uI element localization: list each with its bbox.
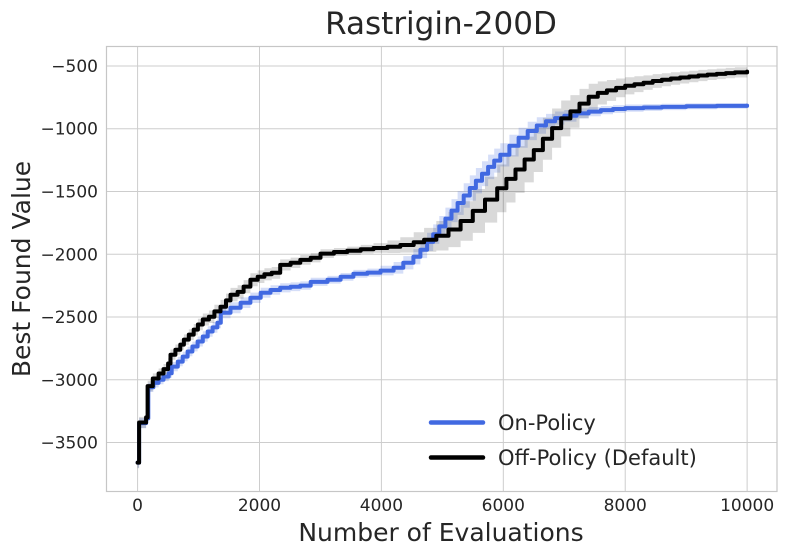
y-tick-label: −500 [51,57,98,77]
chart-title: Rastrigin-200D [325,6,557,42]
data-layer [135,66,750,469]
y-tick-label: −3500 [40,434,98,454]
axes-border [105,45,778,493]
series-line-off-policy [135,69,750,465]
y-tick-label: −2000 [40,245,98,265]
x-axis-label: Number of Evaluations [298,518,583,547]
legend: On-Policy Off-Policy (Default) [428,411,697,470]
y-tick-label: −1000 [40,120,98,140]
x-tick-label: 0 [132,496,143,516]
x-tick-labels: 0 2000 4000 6000 8000 10000 [132,496,774,516]
y-tick-label: −2500 [40,308,98,328]
y-tick-label: −1500 [40,182,98,202]
legend-label-off-policy: Off-Policy (Default) [498,446,697,470]
x-tick-label: 4000 [360,496,403,516]
x-tick-label: 2000 [238,496,281,516]
x-tick-label: 10000 [720,496,774,516]
y-tick-labels: −500 −1000 −1500 −2000 −2500 −3000 −3500 [40,57,98,454]
y-axis-label: Best Found Value [7,161,36,377]
plot-area [106,46,777,492]
legend-label-on-policy: On-Policy [498,411,596,435]
x-tick-label: 6000 [482,496,525,516]
series-line-on-policy [135,103,750,465]
y-tick-label: −3000 [40,371,98,391]
x-tick-label: 8000 [604,496,647,516]
